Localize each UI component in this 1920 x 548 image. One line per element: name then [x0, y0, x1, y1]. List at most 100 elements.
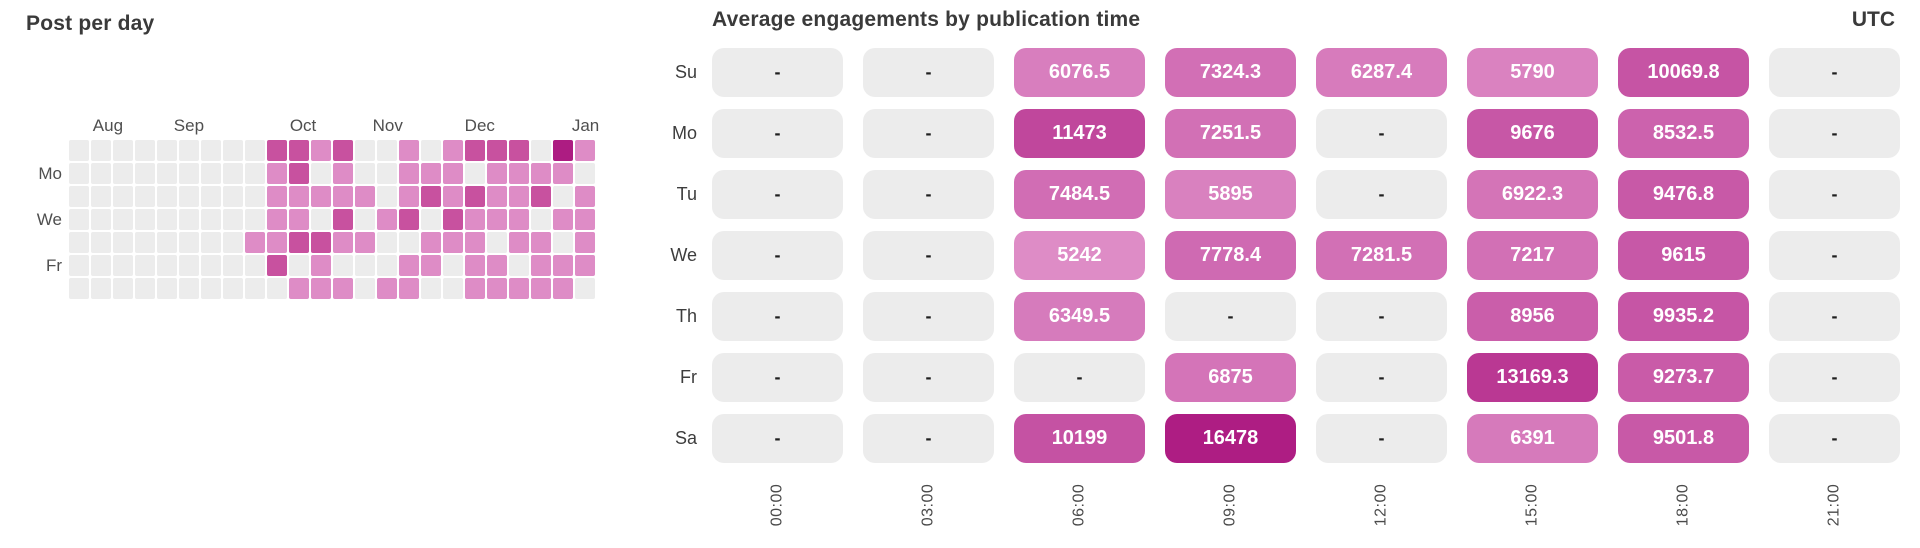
calendar-cell[interactable] — [355, 232, 375, 253]
calendar-cell[interactable] — [113, 209, 133, 230]
calendar-cell[interactable] — [421, 186, 441, 207]
calendar-cell[interactable] — [223, 255, 243, 276]
calendar-cell[interactable] — [113, 278, 133, 299]
engagement-cell[interactable]: 10199 — [1014, 414, 1145, 463]
calendar-cell[interactable] — [399, 255, 419, 276]
calendar-cell[interactable] — [201, 209, 221, 230]
calendar-cell[interactable] — [113, 140, 133, 161]
calendar-cell[interactable] — [179, 186, 199, 207]
calendar-cell[interactable] — [157, 140, 177, 161]
calendar-cell[interactable] — [443, 140, 463, 161]
calendar-cell[interactable] — [333, 278, 353, 299]
calendar-cell[interactable] — [179, 232, 199, 253]
calendar-cell[interactable] — [465, 255, 485, 276]
calendar-cell[interactable] — [69, 255, 89, 276]
calendar-cell[interactable] — [377, 163, 397, 184]
engagement-cell[interactable]: - — [1769, 353, 1900, 402]
engagement-cell[interactable]: - — [712, 292, 843, 341]
calendar-cell[interactable] — [553, 209, 573, 230]
calendar-cell[interactable] — [377, 140, 397, 161]
calendar-cell[interactable] — [223, 209, 243, 230]
calendar-cell[interactable] — [399, 186, 419, 207]
calendar-cell[interactable] — [575, 186, 595, 207]
calendar-cell[interactable] — [91, 140, 111, 161]
calendar-cell[interactable] — [333, 209, 353, 230]
calendar-cell[interactable] — [201, 186, 221, 207]
calendar-cell[interactable] — [311, 140, 331, 161]
calendar-cell[interactable] — [201, 278, 221, 299]
calendar-cell[interactable] — [113, 163, 133, 184]
calendar-cell[interactable] — [487, 255, 507, 276]
calendar-cell[interactable] — [575, 255, 595, 276]
calendar-cell[interactable] — [157, 186, 177, 207]
calendar-cell[interactable] — [421, 278, 441, 299]
calendar-cell[interactable] — [553, 140, 573, 161]
calendar-cell[interactable] — [531, 163, 551, 184]
calendar-cell[interactable] — [223, 140, 243, 161]
engagement-cell[interactable]: 5895 — [1165, 170, 1296, 219]
engagement-cell[interactable]: - — [1769, 170, 1900, 219]
engagement-cell[interactable]: - — [863, 48, 994, 97]
calendar-cell[interactable] — [487, 209, 507, 230]
calendar-cell[interactable] — [69, 232, 89, 253]
calendar-cell[interactable] — [311, 163, 331, 184]
calendar-cell[interactable] — [201, 232, 221, 253]
calendar-cell[interactable] — [355, 163, 375, 184]
calendar-cell[interactable] — [289, 255, 309, 276]
calendar-cell[interactable] — [487, 278, 507, 299]
calendar-cell[interactable] — [267, 163, 287, 184]
calendar-cell[interactable] — [69, 140, 89, 161]
engagement-cell[interactable]: - — [863, 353, 994, 402]
calendar-cell[interactable] — [91, 278, 111, 299]
engagement-cell[interactable]: - — [1769, 109, 1900, 158]
calendar-cell[interactable] — [289, 232, 309, 253]
calendar-cell[interactable] — [509, 255, 529, 276]
engagement-cell[interactable]: - — [712, 48, 843, 97]
engagement-cell[interactable]: 9501.8 — [1618, 414, 1749, 463]
calendar-cell[interactable] — [509, 140, 529, 161]
calendar-cell[interactable] — [245, 255, 265, 276]
engagement-cell[interactable]: 9676 — [1467, 109, 1598, 158]
calendar-cell[interactable] — [201, 163, 221, 184]
calendar-cell[interactable] — [311, 209, 331, 230]
calendar-cell[interactable] — [157, 209, 177, 230]
engagement-cell[interactable]: 8956 — [1467, 292, 1598, 341]
calendar-cell[interactable] — [333, 255, 353, 276]
calendar-cell[interactable] — [465, 232, 485, 253]
calendar-cell[interactable] — [179, 163, 199, 184]
calendar-cell[interactable] — [201, 255, 221, 276]
calendar-cell[interactable] — [531, 209, 551, 230]
engagement-cell[interactable]: - — [863, 109, 994, 158]
calendar-cell[interactable] — [355, 140, 375, 161]
engagement-cell[interactable]: 9935.2 — [1618, 292, 1749, 341]
calendar-cell[interactable] — [267, 232, 287, 253]
engagement-cell[interactable]: 11473 — [1014, 109, 1145, 158]
calendar-cell[interactable] — [421, 140, 441, 161]
calendar-cell[interactable] — [113, 186, 133, 207]
engagement-cell[interactable]: 7778.4 — [1165, 231, 1296, 280]
engagement-cell[interactable]: - — [863, 231, 994, 280]
engagement-cell[interactable]: 6922.3 — [1467, 170, 1598, 219]
engagement-cell[interactable]: - — [712, 353, 843, 402]
calendar-cell[interactable] — [245, 209, 265, 230]
calendar-cell[interactable] — [135, 186, 155, 207]
calendar-cell[interactable] — [311, 278, 331, 299]
calendar-cell[interactable] — [223, 232, 243, 253]
engagement-cell[interactable]: - — [1769, 292, 1900, 341]
calendar-cell[interactable] — [135, 209, 155, 230]
calendar-cell[interactable] — [179, 140, 199, 161]
engagement-cell[interactable]: 6391 — [1467, 414, 1598, 463]
engagement-cell[interactable]: - — [1316, 414, 1447, 463]
calendar-cell[interactable] — [245, 186, 265, 207]
calendar-cell[interactable] — [487, 232, 507, 253]
engagement-cell[interactable]: - — [863, 414, 994, 463]
engagement-cell[interactable]: - — [712, 170, 843, 219]
engagement-cell[interactable]: 6287.4 — [1316, 48, 1447, 97]
calendar-cell[interactable] — [311, 186, 331, 207]
calendar-cell[interactable] — [509, 209, 529, 230]
calendar-cell[interactable] — [509, 186, 529, 207]
calendar-cell[interactable] — [311, 232, 331, 253]
calendar-cell[interactable] — [443, 186, 463, 207]
calendar-cell[interactable] — [531, 186, 551, 207]
calendar-cell[interactable] — [113, 255, 133, 276]
